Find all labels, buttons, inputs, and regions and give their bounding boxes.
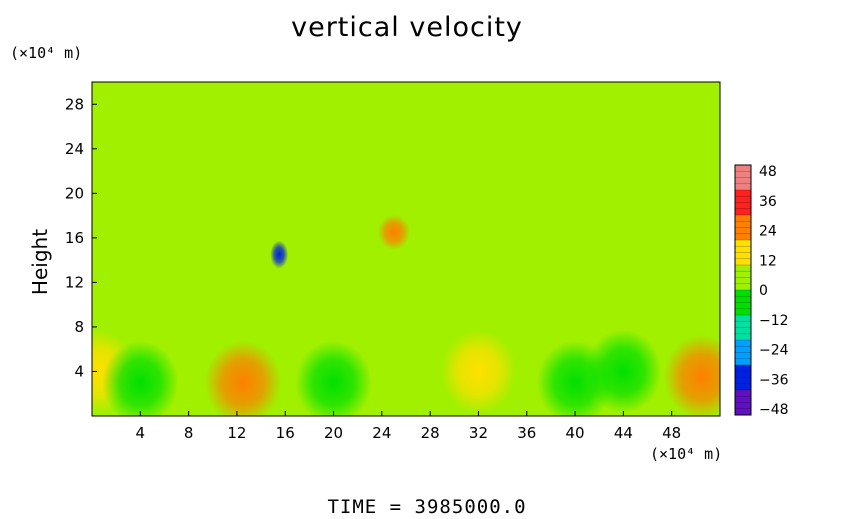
y-tick-label: 28 (65, 95, 84, 113)
chart-title: vertical velocity (291, 12, 523, 43)
field-feature (377, 214, 410, 250)
x-tick-label: 12 (227, 424, 246, 442)
colorbar-label: 36 (759, 194, 777, 210)
field-feature (585, 329, 662, 414)
y-tick-label: 16 (65, 229, 84, 247)
colorbar-label: −24 (759, 343, 789, 359)
colorbar: 48 36 24 12 0 −12 −24 −36 −48 (734, 164, 789, 418)
x-tick-label: 20 (324, 424, 343, 442)
colorbar-label: 48 (759, 164, 777, 180)
x-tick-label: 40 (566, 424, 585, 442)
y-axis-unit: (×10⁴ m) (10, 44, 83, 62)
x-axis-unit: (×10⁴ m) (650, 445, 723, 463)
colorbar-frame (734, 164, 752, 416)
field-feature (440, 329, 517, 414)
colorbar-swatch (735, 165, 751, 191)
y-tick-label: 12 (65, 273, 84, 291)
colorbar-swatch (735, 190, 751, 216)
x-tick-label: 24 (372, 424, 391, 442)
time-label: TIME = 3985000.0 (327, 496, 527, 518)
colorbar-label: −12 (759, 313, 789, 329)
x-tick-label: 8 (184, 424, 194, 442)
y-tick-label: 4 (74, 362, 84, 380)
colorbar-label: 24 (759, 224, 777, 240)
y-tick-label: 8 (74, 318, 84, 336)
x-tick-label: 44 (614, 424, 633, 442)
x-tick-label: 16 (276, 424, 295, 442)
colorbar-swatch (735, 215, 751, 241)
field-feature (102, 340, 179, 416)
colorbar-label: −48 (759, 402, 789, 418)
colorbar-swatch (735, 390, 751, 416)
x-tick-label: 36 (517, 424, 536, 442)
x-tick-label: 28 (421, 424, 440, 442)
field-feature (663, 335, 720, 416)
field-feature (204, 340, 281, 416)
x-tick-label: 4 (136, 424, 146, 442)
colorbar-swatch (735, 340, 751, 366)
colorbar-swatch (735, 315, 751, 341)
colorbar-swatch (735, 365, 751, 391)
x-tick-label: 48 (662, 424, 681, 442)
plot-area (91, 81, 721, 417)
x-ticks: 4 8 12 16 20 24 28 32 36 40 44 48 (136, 411, 681, 442)
colorbar-swatch (735, 240, 751, 266)
field-feature (295, 340, 372, 416)
x-tick-label: 32 (469, 424, 488, 442)
field-feature (270, 240, 289, 269)
plot-frame (91, 81, 721, 417)
colorbar-swatch (735, 290, 751, 316)
colorbar-label: 0 (759, 283, 768, 299)
y-tick-label: 24 (65, 140, 84, 158)
y-tick-label: 20 (65, 184, 84, 202)
colorbar-label: −36 (759, 372, 789, 388)
colorbar-swatch (735, 265, 751, 291)
colorbar-label: 12 (759, 253, 777, 269)
y-ticks: 4 8 12 16 20 24 28 (65, 95, 97, 380)
